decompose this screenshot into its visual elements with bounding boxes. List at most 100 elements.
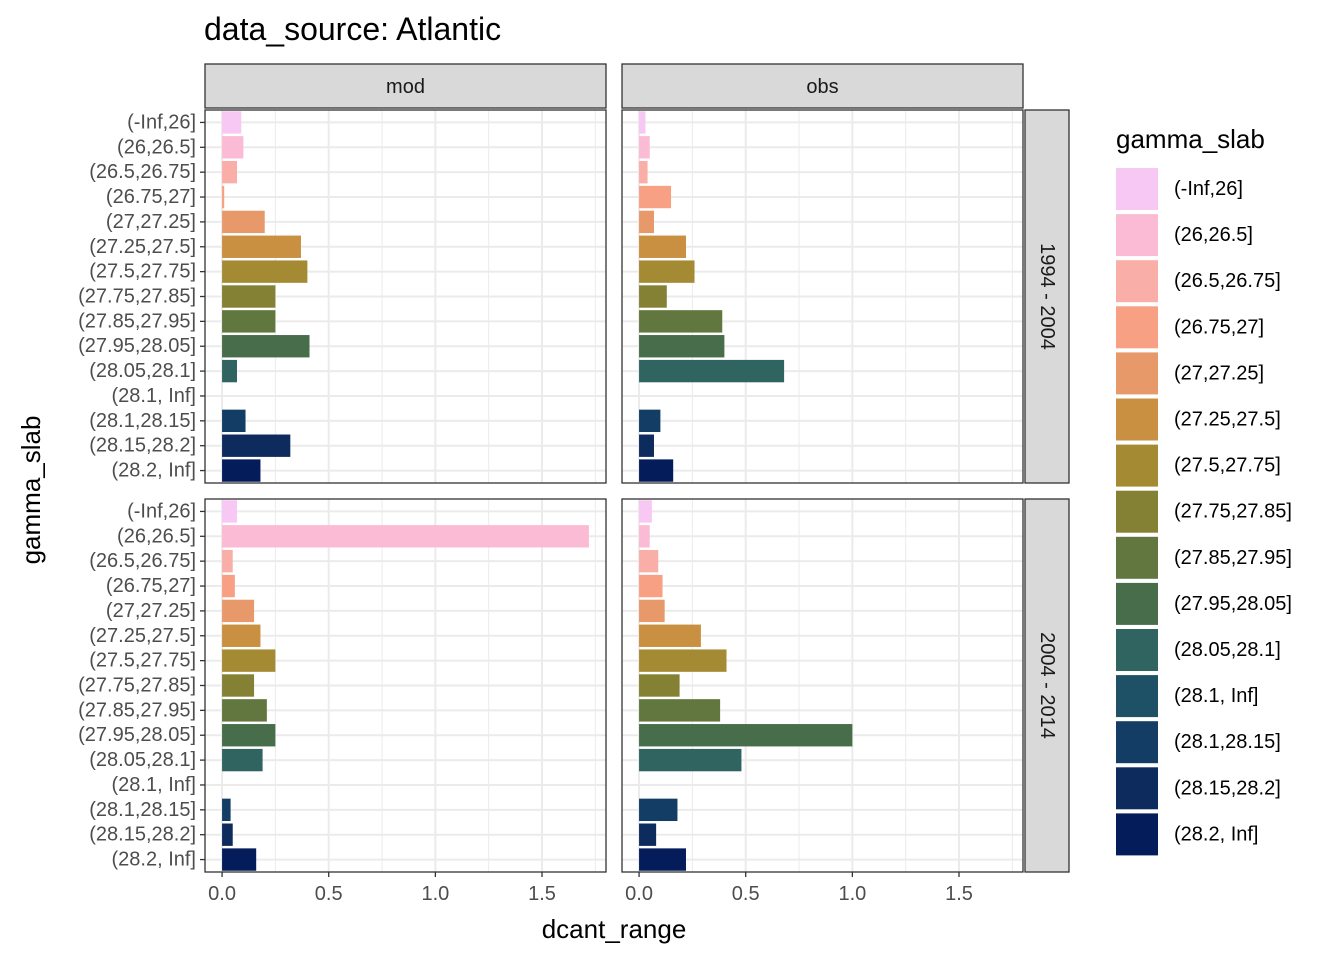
legend-key bbox=[1116, 675, 1158, 718]
bar-(-Inf,26] bbox=[222, 111, 242, 134]
y-tick-label: (26.5,26.75] bbox=[89, 550, 196, 572]
y-tick-label: (26,26.5] bbox=[117, 525, 196, 547]
legend-label: (27.25,27.5] bbox=[1174, 409, 1281, 431]
bar-(27.25,27.5] bbox=[639, 235, 686, 258]
y-tick-label: (27.25,27.5] bbox=[89, 625, 196, 647]
legend-item: (28.1,28.15] bbox=[1116, 721, 1281, 764]
row-strip-1: 2004 - 2014 bbox=[1024, 498, 1070, 873]
chart-title: data_source: Atlantic bbox=[204, 11, 501, 47]
bar-(27.95,28.05] bbox=[222, 724, 276, 747]
bar-(28.2, Inf] bbox=[222, 848, 257, 871]
legend-item: (28.05,28.1] bbox=[1116, 629, 1281, 671]
bar-(27.25,27.5] bbox=[222, 624, 261, 647]
y-tick-label: (27.5,27.75] bbox=[89, 261, 196, 283]
bar-(-Inf,26] bbox=[639, 111, 646, 134]
y-axis-title: gamma_slab bbox=[16, 416, 46, 565]
bar-(26,26.5] bbox=[639, 525, 650, 548]
bar-(-Inf,26] bbox=[639, 500, 652, 523]
bar-(-Inf,26] bbox=[222, 500, 237, 523]
y-tick-label: (27,27.25] bbox=[106, 600, 196, 622]
x-tick-label: 1.5 bbox=[528, 883, 556, 905]
y-tick-label: (28.1, Inf] bbox=[112, 385, 197, 407]
legend-key bbox=[1116, 582, 1158, 625]
bar-(26.5,26.75] bbox=[639, 160, 648, 184]
legend-key bbox=[1116, 767, 1158, 810]
bar-(28.2, Inf] bbox=[639, 848, 686, 871]
y-tick-label: (26.5,26.75] bbox=[89, 161, 196, 183]
bar-(28.2, Inf] bbox=[222, 459, 261, 482]
panel-obs-1: 0.0 0.5 1.0 1.5 bbox=[621, 498, 1024, 905]
bar-(27.85,27.95] bbox=[639, 310, 723, 333]
bar-(26.75,27] bbox=[639, 574, 663, 598]
bar-(27.5,27.75] bbox=[222, 649, 276, 672]
legend-label: (28.15,28.2] bbox=[1174, 777, 1281, 799]
row-strip-label: 1994 - 2004 bbox=[1036, 243, 1058, 350]
bar-(27.75,27.85] bbox=[222, 674, 255, 697]
y-tick-label: (-Inf,26] bbox=[127, 500, 196, 522]
col-strip-mod: mod bbox=[204, 63, 607, 109]
x-tick-label: 0.0 bbox=[208, 883, 236, 905]
legend-key bbox=[1116, 352, 1158, 395]
panel-mod-0: (-Inf,26] (26,26.5] (26.5,26.75] (26.75,27]… bbox=[78, 109, 607, 484]
y-tick-label: (27.85,27.95] bbox=[78, 699, 196, 721]
col-strip-obs: obs bbox=[621, 63, 1024, 109]
bar-(27.85,27.95] bbox=[222, 310, 276, 333]
bar-(27.5,27.75] bbox=[639, 260, 695, 283]
facet-panels: mod obs 1994 - 2004 2004 - 2014 (-Inf,26] (26… bbox=[78, 63, 1070, 905]
row-strip-box bbox=[1024, 109, 1070, 484]
bar-(26.75,27] bbox=[222, 185, 225, 209]
legend-item: (27.95,28.05] bbox=[1116, 582, 1292, 625]
y-tick-label: (28.05,28.1] bbox=[89, 749, 196, 771]
y-tick-label: (28.05,28.1] bbox=[89, 360, 196, 382]
bar-(28.1,28.15] bbox=[639, 409, 661, 433]
bar-(27.25,27.5] bbox=[222, 235, 301, 258]
legend-item: (26.75,27] bbox=[1116, 306, 1264, 349]
legend-item: (27.5,27.75] bbox=[1116, 444, 1281, 487]
bar-(28.15,28.2] bbox=[222, 434, 291, 457]
y-tick-label: (28.1, Inf] bbox=[112, 774, 197, 796]
panel-mod-1: (-Inf,26] (26,26.5] (26.5,26.75] (26.75,27]… bbox=[78, 498, 607, 905]
row-strip-0: 1994 - 2004 bbox=[1024, 109, 1070, 484]
y-tick-label: (28.15,28.2] bbox=[89, 824, 196, 846]
bar-(26,26.5] bbox=[639, 136, 650, 159]
bar-(27.25,27.5] bbox=[639, 624, 701, 647]
legend-item: (26.5,26.75] bbox=[1116, 260, 1281, 303]
legend-key bbox=[1116, 398, 1158, 441]
x-tick-label: 0.0 bbox=[625, 883, 653, 905]
y-tick-label: (-Inf,26] bbox=[127, 111, 196, 133]
bar-(26.5,26.75] bbox=[222, 549, 233, 573]
y-tick-label: (27.95,28.05] bbox=[78, 335, 196, 357]
legend-label: (27.5,27.75] bbox=[1174, 455, 1281, 477]
y-tick-label: (28.2, Inf] bbox=[112, 460, 197, 482]
legend-key bbox=[1116, 813, 1158, 856]
col-strip-box bbox=[204, 63, 607, 109]
y-tick-label: (27.75,27.85] bbox=[78, 675, 196, 697]
bar-(27,27.25] bbox=[639, 210, 654, 234]
bar-(27.95,28.05] bbox=[639, 724, 853, 747]
legend-item: (27,27.25] bbox=[1116, 352, 1264, 395]
y-tick-label: (27,27.25] bbox=[106, 211, 196, 233]
bar-(28.15,28.2] bbox=[639, 823, 657, 846]
bar-(28.15,28.2] bbox=[639, 434, 654, 457]
y-tick-label: (28.2, Inf] bbox=[112, 849, 197, 871]
legend-label: (26,26.5] bbox=[1174, 224, 1253, 246]
bar-(27.75,27.85] bbox=[639, 674, 680, 697]
bar-(26.75,27] bbox=[639, 185, 672, 209]
legend-label: (27.85,27.95] bbox=[1174, 547, 1292, 569]
bar-(27.85,27.95] bbox=[222, 699, 267, 722]
x-tick-label: 1.5 bbox=[945, 883, 973, 905]
legend-key bbox=[1116, 260, 1158, 303]
legend-label: (27.75,27.85] bbox=[1174, 501, 1292, 523]
legend-label: (27,27.25] bbox=[1174, 362, 1264, 384]
y-tick-label: (28.1,28.15] bbox=[89, 799, 196, 821]
y-tick-label: (27.25,27.5] bbox=[89, 236, 196, 258]
legend-key bbox=[1116, 444, 1158, 487]
bar-(27.5,27.75] bbox=[222, 260, 308, 283]
legend-key bbox=[1116, 168, 1158, 210]
bar-(27,27.25] bbox=[639, 599, 665, 623]
x-tick-label: 0.5 bbox=[732, 883, 760, 905]
bar-(27.75,27.85] bbox=[639, 285, 667, 308]
bar-(26.5,26.75] bbox=[222, 160, 237, 184]
bar-(26.5,26.75] bbox=[639, 549, 659, 573]
legend-label: (28.1, Inf] bbox=[1174, 685, 1259, 707]
